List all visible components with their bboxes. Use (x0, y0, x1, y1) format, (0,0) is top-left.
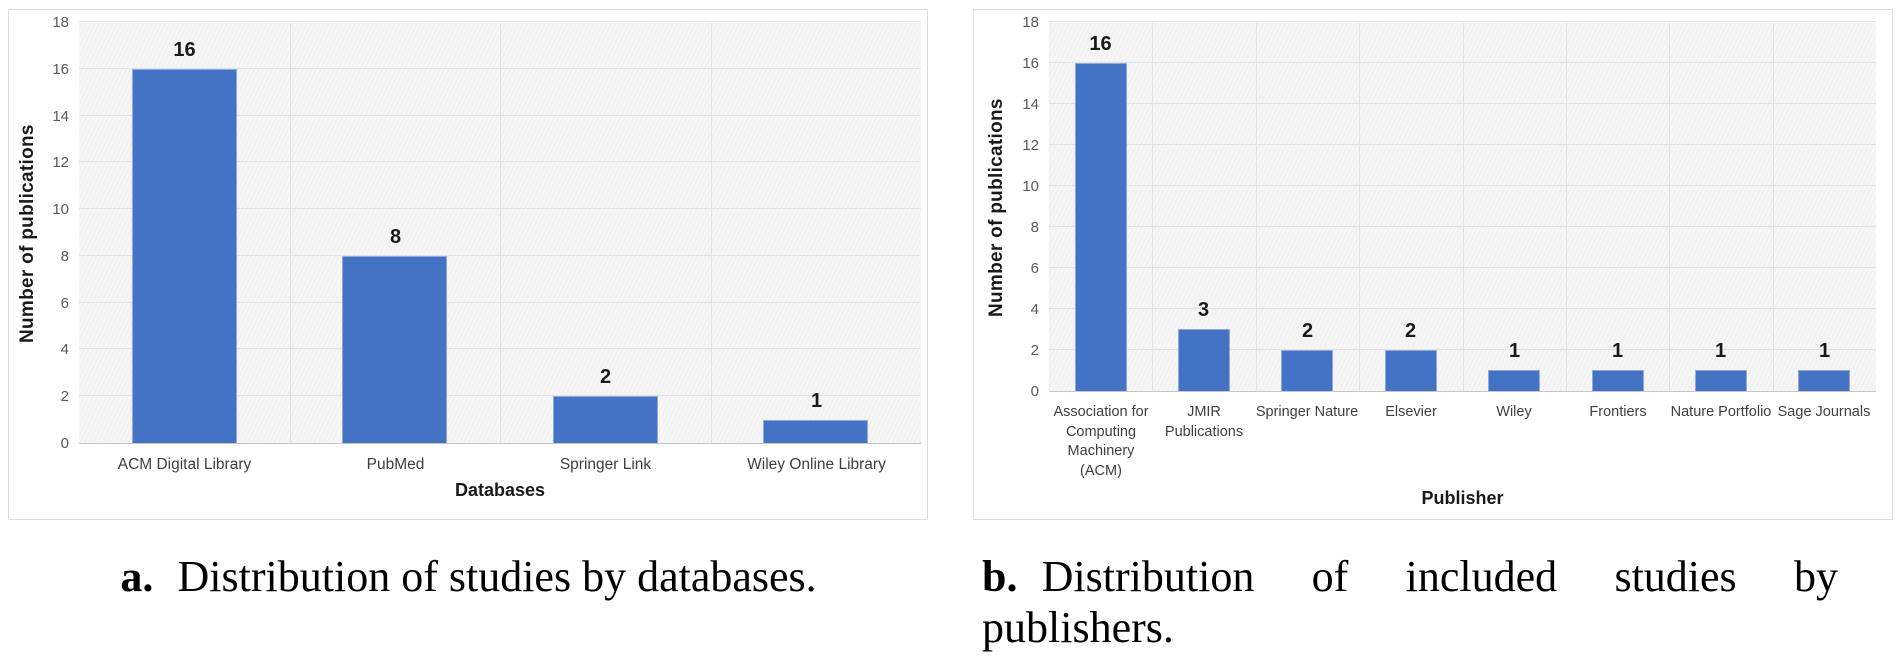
bar-association-for-computing-machinery-acm (1075, 63, 1127, 391)
bar-wiley-online-library (763, 420, 868, 443)
gridline-horizontal (1049, 226, 1876, 227)
bar-nature-portfolio (1695, 370, 1747, 391)
y-tick-label: 12 (52, 154, 69, 171)
caption-a-label: a. (120, 552, 154, 601)
y-tick-label: 16 (52, 61, 69, 78)
bar-wiley (1488, 370, 1540, 391)
gridline-vertical (1463, 23, 1464, 391)
y-tick-label: 12 (1022, 137, 1039, 154)
bar-value-label: 16 (173, 39, 196, 61)
bar-value-label: 8 (389, 226, 402, 248)
plot-area-databases: 16 8 2 1 (79, 21, 921, 444)
x-category-label: Nature Portfolio (1670, 404, 1772, 420)
y-tick-label: 8 (60, 248, 69, 265)
caption-a-text: Distribution of studies by databases. (177, 552, 817, 601)
bar-value-label: 2 (1301, 320, 1314, 342)
gridline-vertical (290, 23, 291, 443)
y-axis-title-databases: Number of publications (17, 124, 38, 343)
y-tick-label: 2 (60, 388, 69, 405)
y-tick-label: 10 (52, 201, 69, 218)
bar-jmir-publications (1178, 329, 1230, 391)
gridline-vertical (1773, 23, 1774, 391)
gridline-vertical (1152, 23, 1153, 391)
bar-value-label: 2 (599, 366, 612, 388)
bar-value-label: 3 (1197, 299, 1210, 321)
gridline-horizontal (1049, 349, 1876, 350)
bar-springer-nature (1281, 350, 1333, 391)
y-tick-label: 14 (1022, 96, 1039, 113)
x-category-label: Elsevier (1385, 404, 1437, 420)
x-category-label: Wiley (1496, 404, 1532, 420)
y-tick-label: 10 (1022, 178, 1039, 195)
x-axis-title-publishers: Publisher (1421, 488, 1504, 508)
x-category-label: ACM Digital Library (117, 456, 252, 473)
x-category-label: Springer Nature (1255, 404, 1359, 420)
y-tick-label: 8 (1030, 219, 1039, 236)
gridline-horizontal (1049, 21, 1876, 22)
chart-panel-databases: Number of publications 16 8 2 1 Databases 0… (8, 9, 928, 520)
y-tick-label: 0 (60, 435, 69, 452)
gridline-horizontal (1049, 185, 1876, 186)
bar-value-label: 1 (1714, 340, 1727, 362)
caption-a: a. Distribution of studies by databases. (8, 551, 929, 602)
gridline-vertical (1566, 23, 1567, 391)
bar-sage-journals (1798, 370, 1850, 391)
bar-springer-link (553, 396, 658, 443)
bar-value-label: 16 (1089, 33, 1112, 55)
x-category-label: Frontiers (1589, 404, 1647, 420)
gridline-horizontal (1049, 103, 1876, 104)
x-category-label: JMIR Publications (1164, 404, 1244, 440)
gridline-vertical (1359, 23, 1360, 391)
x-category-label: Springer Link (559, 456, 652, 473)
gridline-vertical (1256, 23, 1257, 391)
y-tick-label: 16 (1022, 55, 1039, 72)
y-tick-label: 18 (1022, 14, 1039, 31)
gridline-horizontal (1049, 308, 1876, 309)
gridline-horizontal (1049, 267, 1876, 268)
bar-pubmed (342, 256, 447, 443)
y-tick-label: 4 (60, 341, 69, 358)
gridline-vertical (500, 23, 501, 443)
x-axis-title-databases: Databases (454, 480, 546, 500)
x-category-label: Wiley Online Library (747, 456, 886, 473)
caption-b-text: Distribution of included studies by publ… (982, 552, 1838, 653)
y-tick-label: 2 (1030, 342, 1039, 359)
bar-value-label: 2 (1404, 320, 1417, 342)
y-tick-label: 14 (52, 108, 69, 125)
gridline-vertical (711, 23, 712, 443)
bar-value-label: 1 (810, 390, 823, 412)
gridline-vertical (1669, 23, 1670, 391)
gridline-horizontal (79, 21, 921, 22)
y-tick-label: 4 (1030, 301, 1039, 318)
y-tick-label: 0 (1030, 383, 1039, 400)
caption-b: b. Distribution of included studies by pu… (982, 551, 1838, 653)
plot-area-publishers: 16 3 2 2 1 1 1 1 (1049, 21, 1876, 392)
bar-frontiers (1592, 370, 1644, 391)
caption-b-label: b. (982, 552, 1018, 601)
x-category-label: PubMed (366, 456, 425, 473)
y-axis-title-publishers: Number of publications (986, 98, 1007, 317)
y-tick-label: 6 (1030, 260, 1039, 277)
y-tick-label: 18 (52, 14, 69, 31)
bar-elsevier (1385, 350, 1437, 391)
bar-acm-digital-library (132, 69, 237, 443)
bar-value-label: 1 (1611, 340, 1624, 362)
x-category-label: Association for Computing Machinery (ACM… (1053, 404, 1149, 479)
gridline-horizontal (1049, 62, 1876, 63)
gridline-horizontal (1049, 144, 1876, 145)
chart-panel-publishers: Number of publications 16 3 2 2 1 1 1 1 Publish… (973, 9, 1893, 520)
bar-value-label: 1 (1508, 340, 1521, 362)
x-category-label: Sage Journals (1777, 404, 1871, 420)
bar-value-label: 1 (1818, 340, 1831, 362)
y-tick-label: 6 (60, 295, 69, 312)
